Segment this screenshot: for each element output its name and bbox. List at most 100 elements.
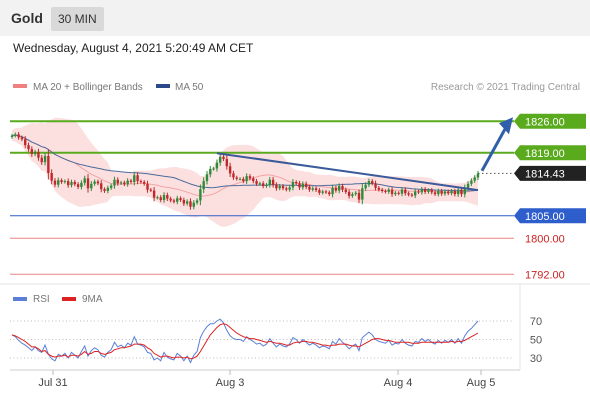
candle-body xyxy=(14,134,17,136)
candle-body xyxy=(57,180,60,185)
candle-body xyxy=(261,183,265,187)
candle-body xyxy=(328,192,331,195)
candle-body xyxy=(324,191,328,193)
candle-body xyxy=(202,181,205,190)
candle-body xyxy=(109,185,113,188)
bollinger-bands xyxy=(11,117,479,227)
candle-body xyxy=(414,191,417,196)
rsi-legend-swatch xyxy=(13,297,27,301)
candle-body xyxy=(374,183,377,188)
candle-body xyxy=(235,177,238,179)
candle-body xyxy=(152,190,156,198)
level-label-1819-00: 1819.00 xyxy=(525,148,565,160)
candle-body xyxy=(377,187,381,190)
candle-body xyxy=(265,184,268,187)
candle-body xyxy=(420,189,424,193)
candle-body xyxy=(199,189,202,201)
candle-body xyxy=(278,186,281,189)
candle-body xyxy=(456,189,460,195)
candle-body xyxy=(281,186,285,189)
ma50-legend-label: MA 50 xyxy=(175,82,204,93)
source-credit: Research © 2021 Trading Central xyxy=(431,82,580,93)
candle-body xyxy=(400,189,404,194)
candle-body xyxy=(106,187,110,191)
ma50-line xyxy=(11,134,479,192)
candle-body xyxy=(453,191,457,195)
candle-body xyxy=(113,179,116,186)
candle-body xyxy=(476,173,480,178)
rsi-ma-legend-label: 9MA xyxy=(82,294,103,305)
candlesticks xyxy=(10,132,480,210)
candle-body xyxy=(275,184,278,189)
candle-body xyxy=(321,191,324,193)
candle-body xyxy=(50,173,53,181)
candle-body xyxy=(460,189,463,195)
rsi-level-label-50: 50 xyxy=(530,335,542,347)
candle-body xyxy=(410,194,414,196)
candle-body xyxy=(318,190,321,193)
candle-body xyxy=(53,180,57,185)
rsi-level-label-30: 30 xyxy=(530,353,542,365)
candle-body xyxy=(129,180,133,182)
candle-body xyxy=(60,180,63,182)
candle-body xyxy=(433,192,437,195)
price-levels xyxy=(10,120,514,275)
candle-body xyxy=(100,183,103,190)
candle-body xyxy=(463,187,466,195)
candle-body xyxy=(427,190,430,192)
candle-body xyxy=(298,183,301,188)
candle-body xyxy=(73,182,76,185)
level-label-1805-00-tag xyxy=(514,208,586,224)
ma50-series xyxy=(11,134,479,192)
candle-body xyxy=(195,200,199,203)
x-tick-label: Aug 3 xyxy=(216,377,245,389)
candle-body xyxy=(473,177,476,181)
candle-body xyxy=(116,179,119,184)
candle-body xyxy=(308,186,311,190)
candle-body xyxy=(40,157,43,163)
candle-body xyxy=(245,176,248,182)
candle-body xyxy=(176,198,179,202)
candle-body xyxy=(447,191,450,194)
candle-body xyxy=(103,189,106,191)
rsi-line xyxy=(11,318,479,364)
candle-body xyxy=(123,182,126,185)
candle-body xyxy=(83,178,86,183)
level-label-1826-00: 1826.00 xyxy=(525,116,565,128)
level-label-1819-00-tag xyxy=(514,145,586,161)
level-label-1805-00: 1805.00 xyxy=(525,211,565,223)
candle-body xyxy=(470,180,473,184)
candle-body xyxy=(423,189,427,192)
forecast-arrow-shaft xyxy=(480,126,508,172)
rsi-legend-label: RSI xyxy=(33,294,50,305)
candle-body xyxy=(219,156,222,163)
candle-body xyxy=(66,181,70,186)
candle-body xyxy=(43,155,47,163)
header-bar: Gold 30 MIN xyxy=(0,0,590,36)
rsi-ma-line xyxy=(11,323,479,360)
candle-body xyxy=(47,155,50,173)
candle-body xyxy=(397,192,400,194)
rsi-ma-legend-swatch xyxy=(62,297,76,301)
candle-body xyxy=(86,178,90,189)
level-label-1814-43-tag xyxy=(514,165,586,181)
timeframe-button[interactable]: 30 MIN xyxy=(51,7,104,31)
candle-body xyxy=(17,134,20,138)
candle-body xyxy=(417,191,420,193)
candle-body xyxy=(291,182,295,188)
candle-body xyxy=(238,178,242,180)
report-datetime: Wednesday, August 4, 2021 5:20:49 AM CET xyxy=(13,41,254,55)
candle-body xyxy=(248,176,252,179)
candle-body xyxy=(288,187,291,190)
downward-trendline xyxy=(216,152,479,192)
candle-body xyxy=(354,192,357,195)
ma50-legend-swatch xyxy=(156,84,170,88)
candle-body xyxy=(93,181,96,184)
candle-body xyxy=(344,189,348,192)
forecast-arrow-head xyxy=(499,117,513,135)
candle-body xyxy=(364,184,367,189)
level-label-1826-00-tag xyxy=(514,113,586,129)
candle-body xyxy=(20,137,24,140)
candle-body xyxy=(192,202,195,207)
